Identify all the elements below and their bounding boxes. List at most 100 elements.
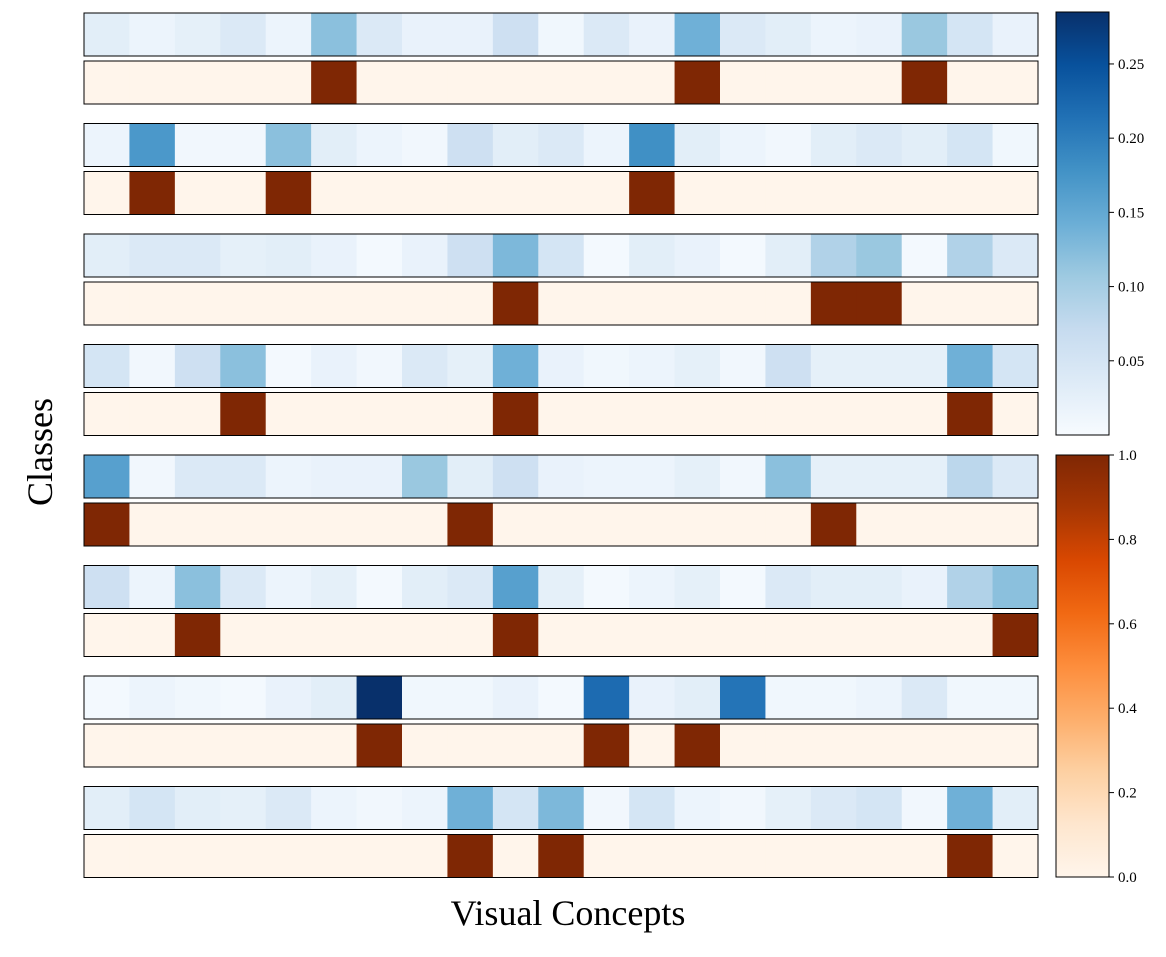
selection-cell [674, 392, 721, 436]
attention-cell [765, 234, 812, 277]
selection-cell [402, 503, 448, 546]
attention-cell [992, 786, 1039, 830]
attention-cell [311, 565, 358, 609]
attention-cell [265, 344, 312, 388]
selection-cell [265, 282, 312, 325]
attention-cell [901, 344, 948, 388]
attention-cell [129, 123, 176, 167]
selection-cell [856, 834, 903, 878]
attention-cell [174, 344, 221, 388]
attention-cell [947, 234, 994, 277]
attention-cell [356, 455, 403, 498]
colorbar-ticks: 0.05 0.10 0.15 0.20 0.25 0.0 0.2 0.4 0.6 0.8 1.0 [1109, 57, 1144, 886]
selection-cell [810, 282, 857, 325]
attention-row-frame [83, 123, 1039, 167]
selection-cell [129, 613, 176, 657]
selection-cell [174, 724, 221, 767]
attention-cell [492, 344, 539, 388]
selection-cell [174, 613, 221, 657]
attention-cell [220, 344, 267, 388]
attention-cell [492, 565, 539, 609]
attention-cell [856, 676, 903, 719]
attention-cell [220, 676, 267, 719]
attention-cell [311, 676, 358, 719]
attention-cell [765, 13, 812, 56]
selection-cell [129, 61, 176, 104]
attention-cell [810, 13, 857, 56]
selection-cell [492, 834, 539, 878]
attention-cell [583, 234, 630, 277]
attention-cell [265, 565, 312, 609]
selection-cell [810, 503, 857, 546]
attention-cell [492, 676, 539, 719]
selection-cell [720, 61, 766, 104]
selection-cell [674, 613, 721, 657]
class-row-group [83, 12, 1039, 105]
selection-cell [538, 392, 585, 436]
selection-cell [129, 834, 176, 878]
heatmap-rows [83, 12, 1039, 878]
selection-cell [311, 503, 358, 546]
selection-cell [901, 282, 948, 325]
class-row-group [83, 786, 1039, 878]
attention-cell [538, 123, 585, 167]
selection-cell [356, 613, 403, 657]
colorbar-tick-label: 0.20 [1118, 131, 1144, 147]
attention-cell [992, 676, 1039, 719]
selection-cell [447, 613, 494, 657]
attention-cell [265, 786, 312, 830]
selection-cell [629, 61, 676, 104]
selection-cell [629, 282, 676, 325]
attention-row-frame [83, 344, 1039, 388]
selection-cell [629, 171, 676, 215]
attention-cell [84, 565, 130, 609]
attention-row-frame [83, 786, 1039, 830]
attention-cell [84, 455, 130, 498]
attention-cell [356, 13, 403, 56]
attention-cell [265, 234, 312, 277]
selection-cell [538, 834, 585, 878]
attention-cell [84, 786, 130, 830]
attention-cell [402, 786, 448, 830]
selection-cell [129, 724, 176, 767]
attention-colorbar [1055, 11, 1110, 436]
selection-cell [810, 171, 857, 215]
selection-cell [492, 613, 539, 657]
attention-cell [174, 676, 221, 719]
selection-cell [583, 503, 630, 546]
selection-cell [856, 61, 903, 104]
attention-cell [402, 676, 448, 719]
attention-cell [947, 565, 994, 609]
attention-cell [402, 13, 448, 56]
selection-cell [901, 503, 948, 546]
selection-cell [992, 503, 1039, 546]
colorbar-tick-label: 0.10 [1118, 280, 1144, 296]
selection-cell [992, 724, 1039, 767]
colorbar-tick-label: 1.0 [1118, 448, 1137, 464]
selection-cell [311, 834, 358, 878]
selection-cell [356, 282, 403, 325]
selection-cell [992, 834, 1039, 878]
attention-cell [129, 786, 176, 830]
selection-cell [947, 392, 994, 436]
attention-cell [402, 455, 448, 498]
selection-cell [856, 724, 903, 767]
attention-cell [583, 344, 630, 388]
selection-cell [129, 282, 176, 325]
selection-cell [629, 613, 676, 657]
selection-cell [356, 61, 403, 104]
colorbar-tick-label: 0.25 [1118, 57, 1144, 73]
attention-cell [84, 344, 130, 388]
selection-cell [947, 834, 994, 878]
selection-cell [765, 392, 812, 436]
selection-cell [856, 171, 903, 215]
selection-cell [265, 834, 312, 878]
selection-cell [810, 392, 857, 436]
selection-cell [720, 171, 766, 215]
attention-cell [765, 676, 812, 719]
selection-cell [765, 724, 812, 767]
selection-cell [947, 282, 994, 325]
selection-cell [720, 503, 766, 546]
attention-cell [265, 455, 312, 498]
